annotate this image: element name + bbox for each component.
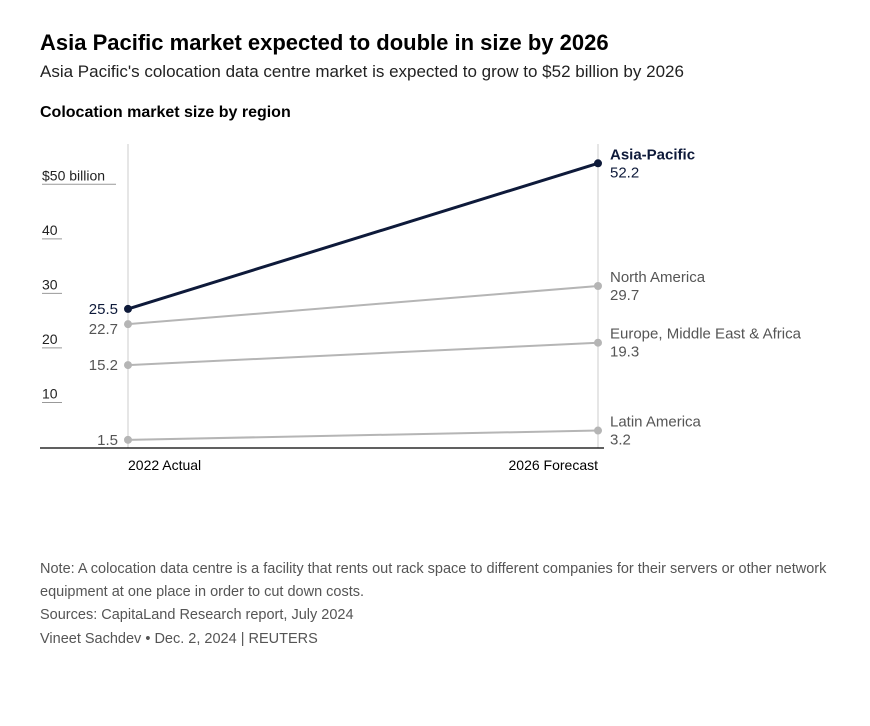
x-label-left: 2022 Actual: [128, 457, 201, 473]
start-value-asia-pacific: 25.5: [89, 301, 118, 318]
end-value-asia-pacific: 52.2: [610, 164, 639, 181]
series-line-latin-america: [128, 431, 598, 440]
series-label-emea: Europe, Middle East & Africa: [610, 326, 802, 343]
y-tick-label: 30: [42, 276, 58, 292]
series-line-north-america: [128, 286, 598, 324]
marker-end-latin-america: [594, 427, 602, 435]
marker-end-asia-pacific: [594, 159, 602, 167]
marker-start-north-america: [124, 320, 132, 328]
y-tick-label: $50 billion: [42, 167, 105, 183]
series-label-asia-pacific: Asia-Pacific: [610, 146, 695, 163]
end-value-north-america: 29.7: [610, 287, 639, 304]
start-value-latin-america: 1.5: [97, 432, 118, 449]
marker-start-latin-america: [124, 436, 132, 444]
start-value-north-america: 22.7: [89, 321, 118, 338]
y-tick-label: 40: [42, 222, 58, 238]
page-title: Asia Pacific market expected to double i…: [40, 30, 830, 56]
end-value-latin-america: 3.2: [610, 432, 631, 449]
marker-start-asia-pacific: [124, 305, 132, 313]
start-value-emea: 15.2: [89, 357, 118, 374]
series-line-asia-pacific: [128, 163, 598, 309]
series-label-latin-america: Latin America: [610, 414, 702, 431]
page-subtitle: Asia Pacific's colocation data centre ma…: [40, 62, 830, 82]
y-tick-label: 10: [42, 385, 58, 401]
marker-start-emea: [124, 361, 132, 369]
x-label-right: 2026 Forecast: [509, 457, 599, 473]
series-line-emea: [128, 343, 598, 365]
chart-title: Colocation market size by region: [40, 104, 830, 122]
marker-end-emea: [594, 339, 602, 347]
y-tick-label: 20: [42, 331, 58, 347]
slope-chart-svg: 10 20 30 40 $50 billion 25.5 22.7 15.2 1.5 Asia-P…: [40, 138, 830, 518]
footer-note: Note: A colocation data centre is a faci…: [40, 558, 830, 604]
end-value-emea: 19.3: [610, 344, 639, 361]
series-label-north-america: North America: [610, 269, 706, 286]
chart: 10 20 30 40 $50 billion 25.5 22.7 15.2 1.5 Asia-P…: [40, 138, 830, 528]
footer-byline: Vineet Sachdev • Dec. 2, 2024 | REUTERS: [40, 628, 830, 651]
chart-footer: Note: A colocation data centre is a faci…: [40, 558, 830, 651]
marker-end-north-america: [594, 282, 602, 290]
footer-sources: Sources: CapitaLand Research report, Jul…: [40, 604, 830, 627]
